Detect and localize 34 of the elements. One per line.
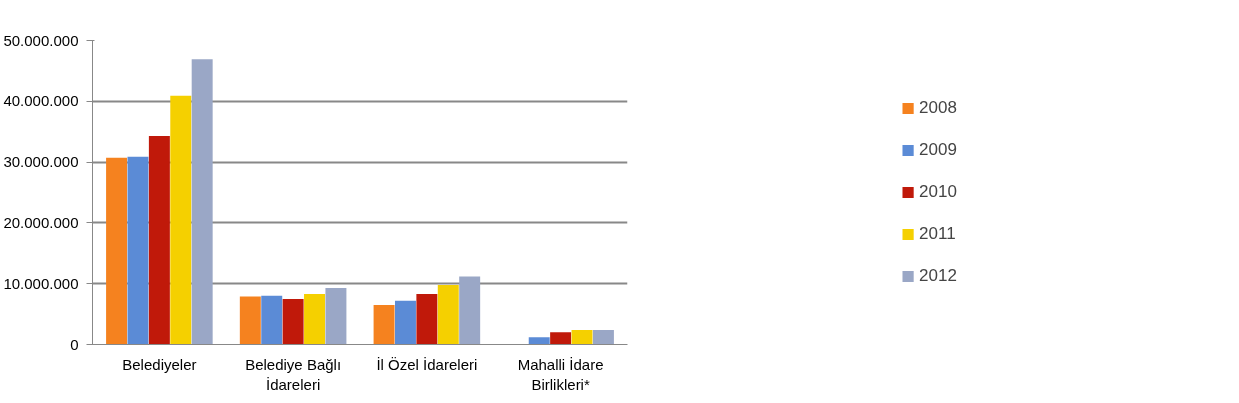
x-tick-label: Belediyeler xyxy=(122,355,197,373)
bar xyxy=(394,300,416,345)
bar xyxy=(304,294,326,345)
bar xyxy=(416,294,438,345)
y-tick-label: 30.000.000 xyxy=(3,153,79,171)
y-tick-label: 10.000.000 xyxy=(3,274,79,292)
legend-label: 2012 xyxy=(919,266,957,286)
bar xyxy=(239,296,261,345)
bar xyxy=(550,332,572,345)
bar xyxy=(191,59,213,345)
bar xyxy=(571,329,593,345)
bar xyxy=(106,157,128,345)
bar xyxy=(459,276,481,345)
legend-label: 2009 xyxy=(919,140,957,160)
y-tick-label: 50.000.000 xyxy=(3,31,79,49)
bar xyxy=(437,284,459,345)
bar xyxy=(148,135,170,345)
bar xyxy=(261,295,283,345)
legend-label: 2011 xyxy=(919,224,956,244)
bar xyxy=(282,298,304,345)
x-tick-label: Belediye Bağlı İdareleri xyxy=(245,355,342,393)
y-tick-label: 20.000.000 xyxy=(3,213,79,231)
bar xyxy=(325,287,347,345)
x-tick-label: Mahalli İdare Birlikleri* xyxy=(517,355,604,393)
bar xyxy=(373,304,395,345)
bar xyxy=(127,156,149,345)
x-tick-label: İl Özel İdareleri xyxy=(376,355,478,373)
bar xyxy=(592,329,614,345)
legend-label: 2008 xyxy=(919,98,957,118)
bar xyxy=(528,337,550,345)
y-tick-label: 0 xyxy=(70,335,79,353)
y-tick-label: 40.000.000 xyxy=(3,92,79,110)
bar xyxy=(170,95,192,345)
legend-label: 2010 xyxy=(919,182,957,202)
